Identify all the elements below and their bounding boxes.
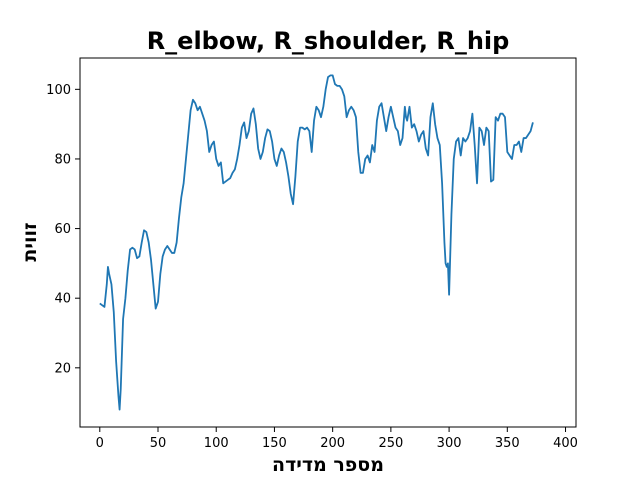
series-line-0 <box>99 74 534 411</box>
plot-frame <box>79 57 577 428</box>
x-tick-label: 200 <box>320 436 345 451</box>
x-tick-label: 100 <box>204 436 229 451</box>
y-tick-label: 40 <box>54 292 71 307</box>
x-tick-label: 350 <box>495 436 520 451</box>
y-tick-label: 20 <box>54 361 71 376</box>
y-tick-label: 80 <box>54 152 71 167</box>
chart-title: R_elbow, R_shoulder, R_hip <box>147 27 510 55</box>
x-tick-label: 400 <box>553 436 578 451</box>
x-tick-label: 250 <box>378 436 403 451</box>
x-tick-label: 300 <box>437 436 462 451</box>
x-tick-label: 150 <box>262 436 287 451</box>
x-axis-title: מספר מדידה <box>272 454 384 476</box>
plot-area <box>99 74 534 411</box>
y-tick-label: 60 <box>54 222 71 237</box>
y-axis-title: זווית <box>19 222 41 261</box>
x-tick-label: 50 <box>150 436 167 451</box>
x-tick-label: 0 <box>96 436 104 451</box>
y-tick-label: 100 <box>46 83 71 98</box>
axis-ticks: 0 50 100 150 200 250 300 350 400 20 40 60 80 100 <box>46 83 578 451</box>
